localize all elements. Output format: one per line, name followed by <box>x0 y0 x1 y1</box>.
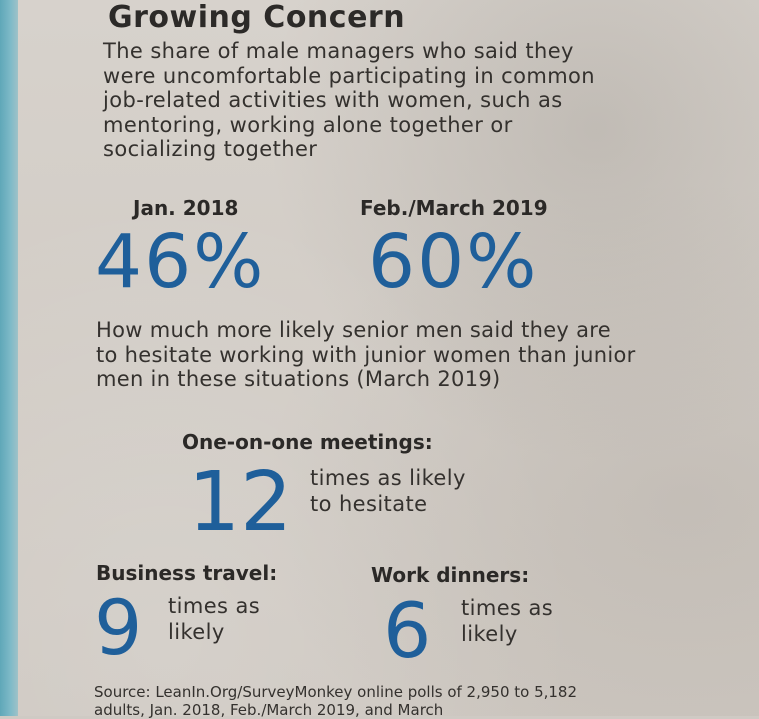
heading-one-on-one-meetings: One-on-one meetings: <box>182 430 433 454</box>
stat-value-jan-2018: 46% <box>95 219 266 305</box>
number-one-on-one-meetings: 12 <box>188 455 293 550</box>
stat-value-feb-march-2019: 60% <box>368 219 539 305</box>
desc-business-travel-line1: times as <box>168 594 261 618</box>
graphic-title: Growing Concern <box>108 0 406 35</box>
intro-text: The share of male managers who said they… <box>103 39 596 161</box>
hesitation-intro-text: How much more likely senior men said the… <box>96 318 636 391</box>
heading-work-dinners: Work dinners: <box>371 563 530 587</box>
heading-business-travel: Business travel: <box>96 561 278 585</box>
source-note: Source: LeanIn.Org/SurveyMonkey online p… <box>94 683 578 719</box>
number-business-travel: 9 <box>94 583 143 672</box>
desc-one-on-one-line1: times as likely <box>310 466 466 490</box>
desc-work-dinners-line1: times as <box>461 596 554 620</box>
desc-work-dinners-line2: likely <box>461 622 518 646</box>
page-edge <box>0 0 18 716</box>
desc-one-on-one-line2: to hesitate <box>310 492 428 516</box>
desc-business-travel-line2: likely <box>168 620 225 644</box>
stat-label-jan-2018: Jan. 2018 <box>133 196 239 220</box>
stat-label-feb-march-2019: Feb./March 2019 <box>360 196 548 220</box>
number-work-dinners: 6 <box>383 586 432 675</box>
newspaper-page <box>18 0 759 716</box>
